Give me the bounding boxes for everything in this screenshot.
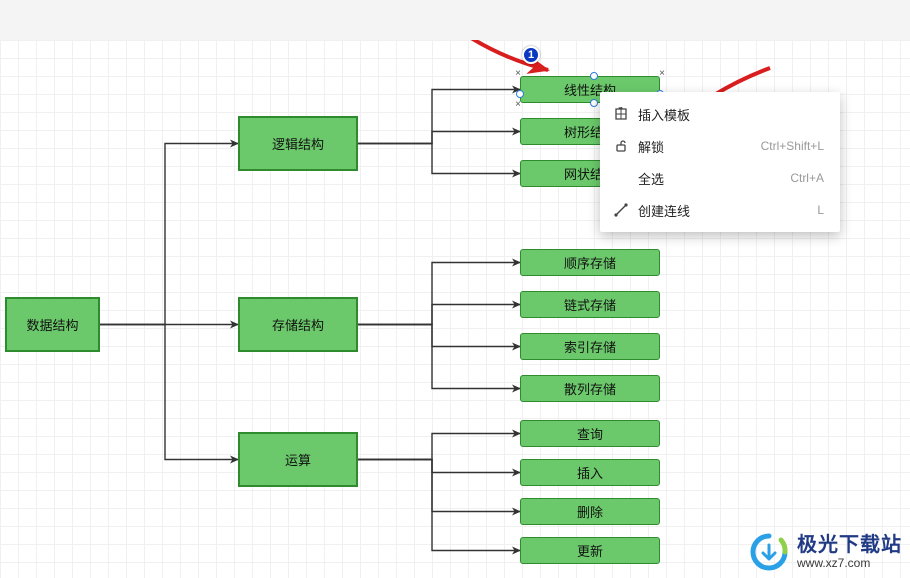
node-index[interactable]: 索引存储 — [520, 333, 660, 360]
menu-item-label: 全选 — [632, 169, 760, 188]
watermark-logo-icon — [749, 532, 789, 572]
node-query[interactable]: 查询 — [520, 420, 660, 447]
edge-storage-seq — [358, 263, 520, 325]
menu-item-label: 插入模板 — [632, 105, 794, 124]
node-label: 散列存储 — [564, 379, 616, 398]
watermark-url: www.xz7.com — [797, 557, 902, 571]
selection-handle[interactable] — [590, 72, 598, 80]
node-root[interactable]: 数据结构 — [5, 297, 100, 352]
node-storage[interactable]: 存储结构 — [238, 297, 358, 352]
node-label: 逻辑结构 — [272, 134, 324, 153]
edge-storage-hash — [358, 325, 520, 389]
node-hash[interactable]: 散列存储 — [520, 375, 660, 402]
menu-item-label: 解锁 — [632, 137, 731, 156]
edge-ops-query — [358, 434, 520, 460]
node-label: 插入 — [577, 463, 603, 482]
node-delete[interactable]: 删除 — [520, 498, 660, 525]
node-link[interactable]: 链式存储 — [520, 291, 660, 318]
toolbar — [0, 0, 910, 40]
edge-storage-link — [358, 305, 520, 325]
watermark-title: 极光下载站 — [797, 534, 902, 557]
context-menu[interactable]: 插入模板解锁Ctrl+Shift+L全选Ctrl+A创建连线L — [600, 92, 840, 232]
node-label: 查询 — [577, 424, 603, 443]
menu-item-shortcut: L — [787, 203, 824, 217]
node-label: 索引存储 — [564, 337, 616, 356]
node-label: 更新 — [577, 541, 603, 560]
step-badge-1: 1 — [522, 46, 540, 64]
diagram-canvas[interactable]: 数据结构逻辑结构存储结构运算线性结构××××树形结构网状结构顺序存储链式存储索引… — [0, 40, 910, 578]
selection-handle[interactable] — [516, 90, 524, 98]
selection-handle[interactable] — [590, 99, 598, 107]
node-ops[interactable]: 运算 — [238, 432, 358, 487]
unlock-icon — [610, 139, 632, 153]
step-badge-label: 1 — [528, 49, 534, 61]
menu-item-shortcut: Ctrl+A — [760, 171, 824, 185]
edge-logic-graph — [358, 144, 520, 174]
edge-root-logic — [100, 144, 238, 325]
selection-corner-icon: × — [515, 69, 521, 79]
menu-item-创建连线[interactable]: 创建连线L — [600, 194, 840, 226]
edge-ops-delete — [358, 460, 520, 512]
node-logic[interactable]: 逻辑结构 — [238, 116, 358, 171]
edge-ops-update — [358, 460, 520, 551]
node-label: 运算 — [285, 450, 311, 469]
selection-corner-icon: × — [515, 100, 521, 110]
insert-template-icon — [610, 107, 632, 121]
menu-item-全选[interactable]: 全选Ctrl+A — [600, 162, 840, 194]
selection-corner-icon: × — [659, 69, 665, 79]
menu-item-插入模板[interactable]: 插入模板 — [600, 98, 840, 130]
edge-ops-insert — [358, 460, 520, 473]
node-label: 顺序存储 — [564, 253, 616, 272]
node-label: 数据结构 — [26, 315, 78, 334]
node-insert[interactable]: 插入 — [520, 459, 660, 486]
create-line-icon — [610, 203, 632, 217]
node-seq[interactable]: 顺序存储 — [520, 249, 660, 276]
node-label: 存储结构 — [272, 315, 324, 334]
menu-item-label: 创建连线 — [632, 201, 787, 220]
edge-logic-linear — [358, 90, 520, 144]
node-label: 删除 — [577, 502, 603, 521]
edge-storage-index — [358, 325, 520, 347]
node-update[interactable]: 更新 — [520, 537, 660, 564]
menu-item-shortcut: Ctrl+Shift+L — [731, 139, 824, 153]
edge-root-ops — [100, 325, 238, 460]
menu-item-解锁[interactable]: 解锁Ctrl+Shift+L — [600, 130, 840, 162]
edge-logic-tree — [358, 132, 520, 144]
watermark: 极光下载站 www.xz7.com — [749, 532, 902, 572]
node-label: 链式存储 — [564, 295, 616, 314]
